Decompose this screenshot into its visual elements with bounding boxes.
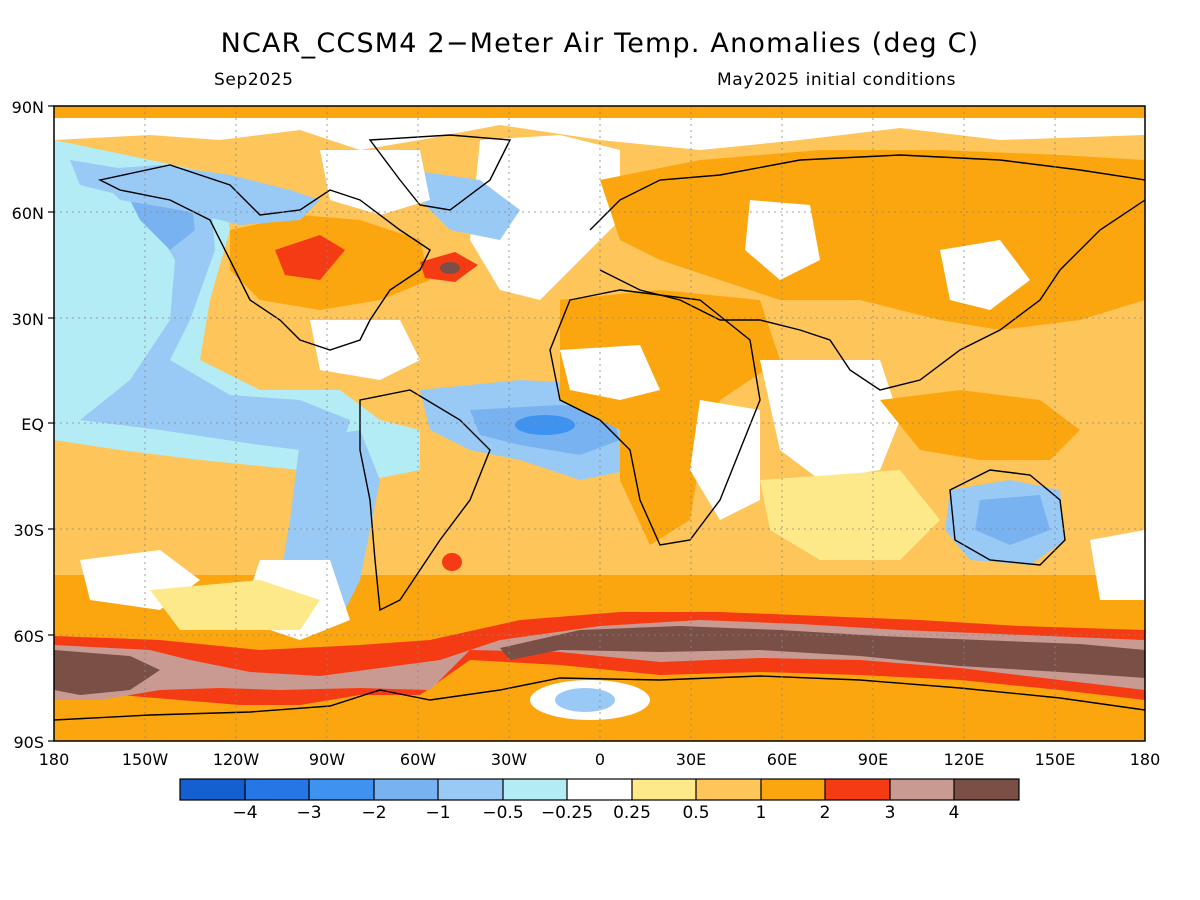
swatch-2 <box>309 779 374 800</box>
swatch-9 <box>761 779 825 800</box>
cb-label-11: 4 <box>948 803 960 823</box>
coast-north-america <box>97 164 431 351</box>
antarctic-extreme-warm-east <box>500 626 1145 678</box>
caspian-neutral <box>745 200 820 280</box>
newfoundland-extreme <box>440 262 460 274</box>
swatch-6 <box>567 779 632 800</box>
map-title: NCAR_CCSM4 2−Meter Air Temp. Anomalies (… <box>220 28 980 59</box>
cb-label-10: 3 <box>884 803 896 823</box>
swatch-4 <box>438 779 503 800</box>
swatch-1 <box>245 779 309 800</box>
coast-australia <box>949 469 1066 566</box>
cb-label-7: 0.5 <box>682 803 710 823</box>
north-atlantic-cool <box>410 170 520 240</box>
lat-label-30n: 30N <box>11 310 44 329</box>
axis-ticks <box>48 105 54 742</box>
forecast-month: Sep2025 <box>214 70 294 90</box>
coast-south-america <box>359 389 491 612</box>
swatch-7 <box>632 779 696 800</box>
cb-label-0: −4 <box>232 803 258 823</box>
lon-label-180w: 180 <box>38 750 70 769</box>
swatch-10 <box>825 779 890 800</box>
east-asia-neutral <box>940 240 1030 310</box>
swatch-5 <box>503 779 567 800</box>
south-pacific-light <box>150 580 320 630</box>
coast-greenland <box>368 134 512 211</box>
graticule <box>54 106 1145 741</box>
swatch-11 <box>890 779 954 800</box>
swatch-8 <box>696 779 761 800</box>
argentina-hotspot <box>442 553 462 571</box>
west-africa-neutral <box>560 345 660 400</box>
cb-label-5: −0.25 <box>540 803 594 823</box>
color-bar-swatches <box>180 779 1019 800</box>
coast-eurasia <box>589 154 1145 391</box>
tasman-neutral <box>1090 530 1145 600</box>
swatch-12 <box>954 779 1019 800</box>
cb-label-6: 0.25 <box>613 803 651 823</box>
north-atlantic-neutral <box>470 135 620 300</box>
greenland-neutral <box>320 150 430 215</box>
cb-label-2: −2 <box>361 803 387 823</box>
cb-label-3: −1 <box>425 803 451 823</box>
antarctic-extreme-warm <box>54 650 160 695</box>
australia-cool-strong <box>975 495 1050 545</box>
lat-label-eq: EQ <box>21 415 44 434</box>
lon-label-150w: 150W <box>121 750 169 769</box>
arctic-cap <box>54 106 1145 118</box>
cb-label-4: −0.5 <box>482 803 524 823</box>
gulf-neutral <box>310 320 420 380</box>
lon-label-120w: 120W <box>212 750 260 769</box>
lat-label-90n: 90N <box>11 98 44 117</box>
anomaly-field <box>54 106 1145 741</box>
canadian-arctic-cool <box>90 165 320 225</box>
cb-label-9: 2 <box>819 803 831 823</box>
lat-label-60n: 60N <box>11 204 44 223</box>
color-bar-frame <box>179 778 1020 801</box>
pacific-cool-core <box>70 160 350 455</box>
south-indian-ocean-light <box>760 470 940 560</box>
coast-africa <box>549 289 761 546</box>
coastlines <box>54 134 1145 721</box>
lon-label-90w: 90W <box>308 750 346 769</box>
atlantic-cool-core <box>515 415 575 435</box>
lon-label-60e: 60E <box>766 750 798 769</box>
maritime-continent-warm <box>880 390 1080 460</box>
coast-antarctica <box>54 675 1145 721</box>
lat-label-90s: 90S <box>13 733 44 752</box>
lon-label-180e: 180 <box>1129 750 1161 769</box>
na-strong-warm <box>275 235 345 280</box>
east-africa-neutral <box>690 400 760 520</box>
swatch-0 <box>180 779 245 800</box>
lon-label-120e: 120E <box>943 750 985 769</box>
cb-label-1: −3 <box>296 803 322 823</box>
lon-label-150e: 150E <box>1034 750 1076 769</box>
lon-label-30w: 30W <box>490 750 528 769</box>
initial-conditions: May2025 initial conditions <box>717 70 957 90</box>
swatch-3 <box>374 779 438 800</box>
lon-label-60w: 60W <box>399 750 437 769</box>
lon-label-0: 0 <box>594 750 606 769</box>
lat-label-60s: 60S <box>13 627 44 646</box>
lon-label-90e: 90E <box>857 750 889 769</box>
color-bar-outline <box>179 778 1020 801</box>
cb-label-8: 1 <box>755 803 767 823</box>
lat-label-30s: 30S <box>13 521 44 540</box>
lon-label-30e: 30E <box>675 750 707 769</box>
indian-ocean-neutral <box>760 360 900 480</box>
